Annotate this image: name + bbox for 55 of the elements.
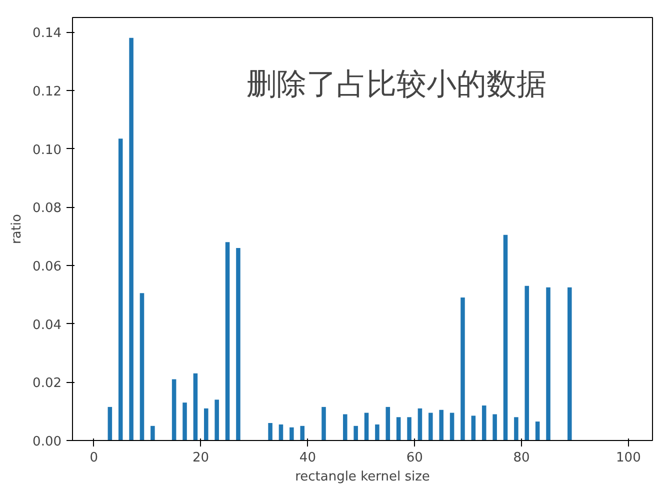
bar bbox=[278, 424, 284, 440]
bar bbox=[503, 234, 508, 440]
bar bbox=[407, 417, 412, 440]
bar bbox=[236, 248, 240, 440]
bar bbox=[268, 422, 272, 440]
bar bbox=[129, 38, 134, 440]
bar bbox=[300, 426, 304, 440]
x-axis-title: rectangle kernel size bbox=[295, 470, 430, 484]
bar bbox=[204, 408, 208, 440]
bar bbox=[118, 138, 123, 440]
bar bbox=[482, 405, 486, 440]
x-tick-label: 40 bbox=[299, 450, 316, 466]
bar bbox=[386, 406, 390, 440]
y-tick-label: 0.00 bbox=[32, 434, 62, 450]
bar bbox=[524, 286, 530, 440]
bar bbox=[439, 410, 444, 440]
bar bbox=[354, 426, 358, 440]
x-tick-label: 20 bbox=[192, 450, 210, 466]
bar bbox=[546, 287, 550, 440]
bar bbox=[150, 426, 155, 440]
y-tick-label: 0.06 bbox=[32, 259, 62, 274]
y-tick-label: 0.12 bbox=[32, 84, 62, 100]
bar bbox=[182, 402, 187, 440]
y-tick-label: 0.02 bbox=[32, 376, 62, 392]
bar bbox=[172, 379, 176, 440]
x-tick-label: 80 bbox=[513, 450, 530, 466]
bar bbox=[450, 412, 454, 440]
x-tick-label: 60 bbox=[406, 450, 423, 466]
y-tick-label: 0.04 bbox=[32, 318, 62, 333]
bar bbox=[193, 373, 198, 440]
bar bbox=[568, 287, 572, 440]
bar bbox=[214, 400, 219, 440]
bar bbox=[290, 427, 294, 440]
bar bbox=[514, 417, 518, 440]
y-tick-label: 0.08 bbox=[32, 201, 62, 216]
x-tick-label: 0 bbox=[90, 450, 98, 466]
bar bbox=[342, 414, 348, 440]
bar bbox=[471, 416, 476, 440]
bar bbox=[418, 408, 422, 440]
bar bbox=[492, 414, 497, 440]
bar bbox=[535, 422, 540, 440]
bar bbox=[375, 424, 380, 440]
bar bbox=[428, 412, 433, 440]
bar bbox=[108, 406, 112, 440]
bar bbox=[322, 406, 326, 440]
bar bbox=[364, 412, 369, 440]
annotation: 删除了占比较小的数据 bbox=[246, 67, 546, 102]
bar bbox=[396, 417, 401, 440]
y-tick-label: 0.10 bbox=[32, 142, 62, 158]
x-tick-label: 100 bbox=[616, 450, 641, 466]
bar bbox=[140, 293, 144, 440]
bar bbox=[225, 242, 230, 440]
bar bbox=[460, 298, 465, 440]
y-tick-label: 0.14 bbox=[32, 26, 62, 42]
y-axis-title: ratio bbox=[10, 214, 25, 244]
